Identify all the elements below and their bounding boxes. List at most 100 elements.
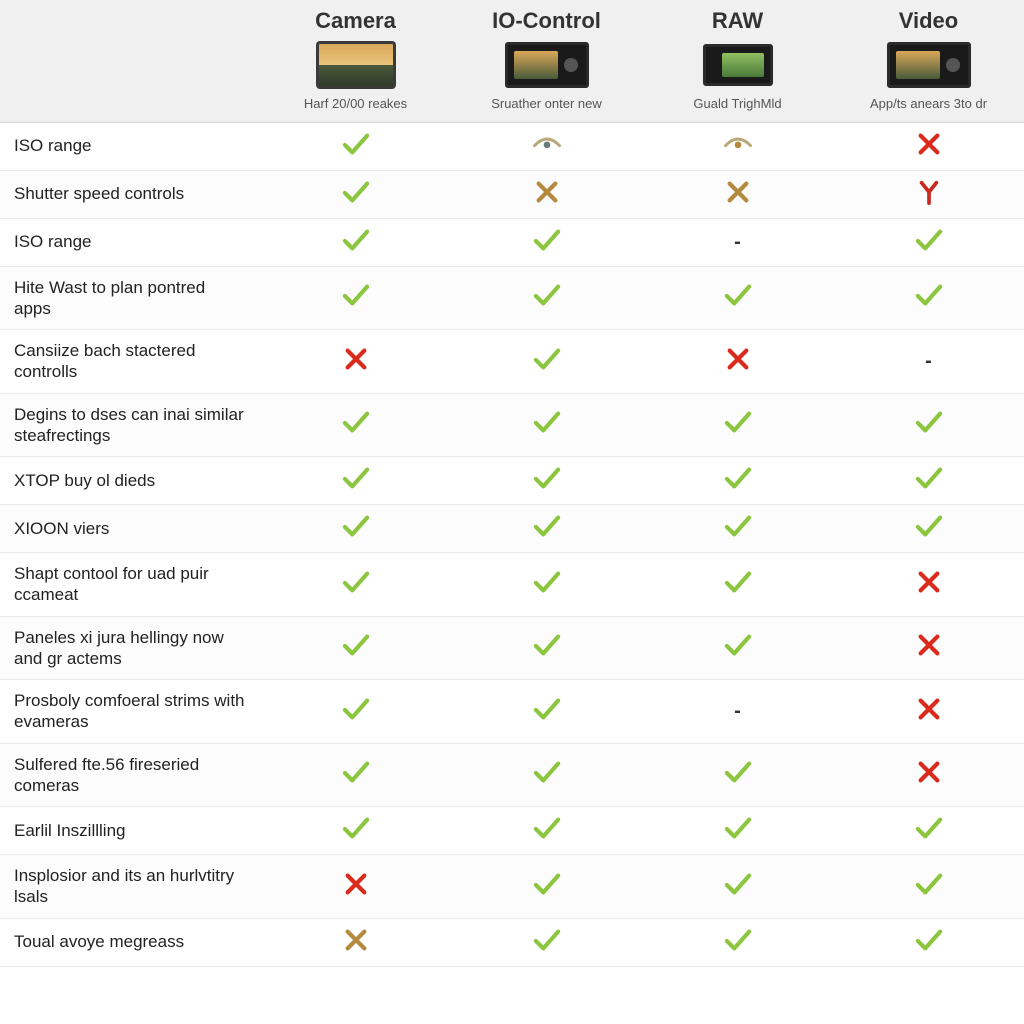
table-row: Paneles xi jura hellingy now and gr acte… [0, 616, 1024, 680]
row-label: Hite Wast to plan pontred apps [0, 266, 260, 330]
cell-mark [260, 457, 451, 505]
cell-mark [451, 330, 642, 394]
cell-mark [260, 855, 451, 919]
cell-mark [833, 457, 1024, 505]
cell-mark [642, 807, 833, 855]
cell-mark [451, 553, 642, 617]
row-label: ISO range [0, 122, 260, 170]
cell-mark [451, 122, 642, 170]
column-title: Video [837, 8, 1020, 34]
cell-mark [451, 266, 642, 330]
table-row: Shapt contool for uad puir ccameat [0, 553, 1024, 617]
column-header-0: Camera Harf 20/00 reakes [260, 0, 451, 122]
row-label: XTOP buy ol dieds [0, 457, 260, 505]
cell-mark [642, 616, 833, 680]
device-thumb-icon [693, 40, 783, 90]
row-label: Degins to dses can inai similar steafrec… [0, 393, 260, 457]
device-thumb-icon [502, 40, 592, 90]
table-row: Insplosior and its an hurlvtitry lsals [0, 855, 1024, 919]
cell-mark [642, 553, 833, 617]
device-thumb-icon [311, 40, 401, 90]
cell-mark: - [833, 330, 1024, 394]
row-label: Paneles xi jura hellingy now and gr acte… [0, 616, 260, 680]
table-row: Earlil Inszillling [0, 807, 1024, 855]
row-label: Cansiize bach stactered controlls [0, 330, 260, 394]
cell-mark [642, 457, 833, 505]
cell-mark [642, 266, 833, 330]
cell-mark [260, 505, 451, 553]
column-title: RAW [646, 8, 829, 34]
cell-mark [642, 918, 833, 966]
cell-mark [451, 393, 642, 457]
table-row: Cansiize bach stactered controlls - [0, 330, 1024, 394]
table-row: XIOON viers [0, 505, 1024, 553]
column-title: IO-Control [455, 8, 638, 34]
table-row: Prosboly comfoeral strims with evameras - [0, 680, 1024, 744]
column-subtitle: Guald TrighMld [646, 96, 829, 112]
cell-mark [642, 393, 833, 457]
column-header-2: RAW Guald TrighMld [642, 0, 833, 122]
cell-mark [833, 218, 1024, 266]
row-label: XIOON viers [0, 505, 260, 553]
cell-mark [833, 505, 1024, 553]
table-row: Toual avoye megreass [0, 918, 1024, 966]
cell-mark [260, 918, 451, 966]
cell-mark [833, 170, 1024, 218]
table-row: XTOP buy ol dieds [0, 457, 1024, 505]
row-label: Shutter speed controls [0, 170, 260, 218]
cell-mark [833, 855, 1024, 919]
cell-mark: - [642, 680, 833, 744]
cell-mark [451, 807, 642, 855]
cell-mark [833, 393, 1024, 457]
cell-mark [451, 170, 642, 218]
cell-mark [833, 122, 1024, 170]
cell-mark [833, 807, 1024, 855]
row-label: ISO range [0, 218, 260, 266]
column-subtitle: App/ts anears 3to dr [837, 96, 1020, 112]
cell-mark [833, 918, 1024, 966]
cell-mark [642, 122, 833, 170]
column-subtitle: Harf 20/00 reakes [264, 96, 447, 112]
table-row: ISO range [0, 122, 1024, 170]
row-label: Sulfered fte.56 fireseried comeras [0, 743, 260, 807]
comparison-table: Camera Harf 20/00 reakes IO-Control Sruathe… [0, 0, 1024, 967]
cell-mark [451, 743, 642, 807]
device-thumb-icon [884, 40, 974, 90]
cell-mark [833, 743, 1024, 807]
header-row: Camera Harf 20/00 reakes IO-Control Sruathe… [0, 0, 1024, 122]
header-empty [0, 0, 260, 122]
row-label: Insplosior and its an hurlvtitry lsals [0, 855, 260, 919]
column-title: Camera [264, 8, 447, 34]
table-row: Shutter speed controls [0, 170, 1024, 218]
cell-mark [451, 855, 642, 919]
cell-mark [833, 266, 1024, 330]
cell-mark [833, 616, 1024, 680]
cell-mark [260, 218, 451, 266]
cell-mark [451, 918, 642, 966]
cell-mark [642, 505, 833, 553]
row-label: Earlil Inszillling [0, 807, 260, 855]
column-subtitle: Sruather onter new [455, 96, 638, 112]
cell-mark [260, 743, 451, 807]
cell-mark [260, 553, 451, 617]
cell-mark [260, 616, 451, 680]
column-header-3: Video App/ts anears 3to dr [833, 0, 1024, 122]
row-label: Toual avoye megreass [0, 918, 260, 966]
cell-mark [260, 170, 451, 218]
table-row: Degins to dses can inai similar steafrec… [0, 393, 1024, 457]
cell-mark [260, 807, 451, 855]
cell-mark [642, 170, 833, 218]
cell-mark [451, 680, 642, 744]
cell-mark [260, 680, 451, 744]
cell-mark [451, 218, 642, 266]
table-row: Hite Wast to plan pontred apps [0, 266, 1024, 330]
table-row: Sulfered fte.56 fireseried comeras [0, 743, 1024, 807]
cell-mark [260, 330, 451, 394]
column-header-1: IO-Control Sruather onter new [451, 0, 642, 122]
cell-mark: - [642, 218, 833, 266]
cell-mark [642, 330, 833, 394]
cell-mark [642, 855, 833, 919]
row-label: Prosboly comfoeral strims with evameras [0, 680, 260, 744]
cell-mark [451, 457, 642, 505]
cell-mark [260, 393, 451, 457]
